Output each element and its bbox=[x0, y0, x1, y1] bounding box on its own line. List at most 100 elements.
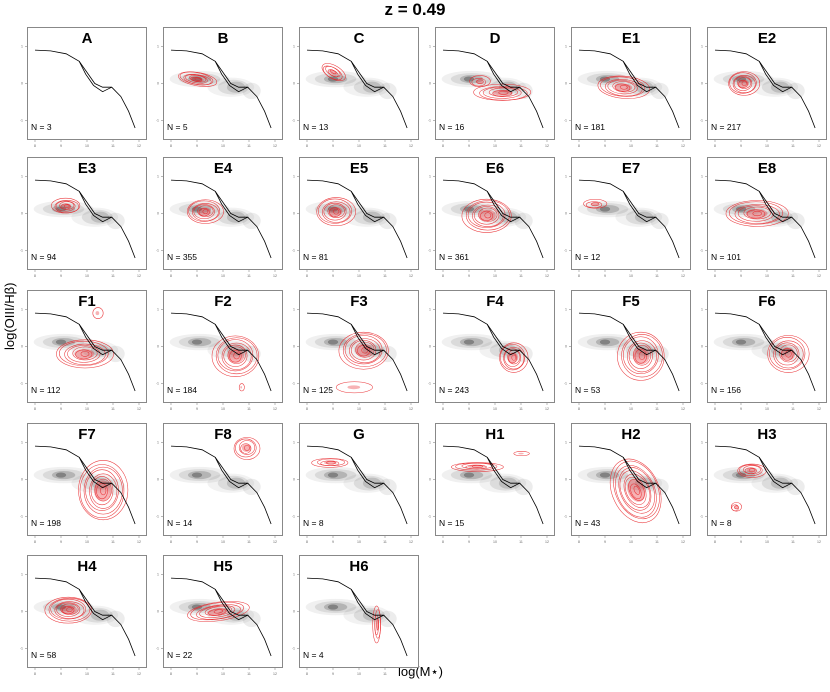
sample-density bbox=[305, 466, 366, 484]
panel-e1: 8 9 10 11 12 -1 0 1 E1 N = 181 bbox=[564, 27, 691, 148]
subset-contour bbox=[613, 460, 660, 520]
subset-contour bbox=[78, 460, 129, 521]
subset-contour bbox=[728, 201, 784, 225]
y-tick-label: 0 bbox=[565, 478, 567, 482]
y-tick-label: 1 bbox=[21, 440, 23, 444]
x-tick-label: 12 bbox=[681, 274, 685, 278]
y-tick-label: -1 bbox=[292, 647, 295, 651]
panel-count: N = 3 bbox=[31, 122, 52, 132]
subset-contour bbox=[235, 438, 257, 458]
panel-label: E6 bbox=[485, 160, 505, 177]
sample-density bbox=[751, 473, 799, 493]
y-tick-label: 0 bbox=[565, 345, 567, 349]
x-tick-label: 9 bbox=[468, 540, 470, 544]
subset-contour bbox=[204, 606, 232, 616]
subset-contour bbox=[311, 458, 349, 468]
subset-contour bbox=[240, 443, 252, 454]
sample-density bbox=[731, 337, 756, 347]
demarcation-curve-upper bbox=[170, 49, 272, 129]
panel-count: N = 22 bbox=[167, 650, 193, 660]
x-tick-label: 12 bbox=[273, 407, 277, 411]
subset-contour bbox=[609, 458, 662, 523]
demarcation-curve-upper bbox=[306, 445, 408, 525]
y-tick-label: 0 bbox=[293, 212, 295, 216]
y-tick-label: 1 bbox=[565, 44, 567, 48]
panel-count: N = 8 bbox=[711, 518, 732, 528]
sample-density bbox=[751, 77, 799, 97]
sample-density bbox=[713, 333, 774, 351]
subset-contour bbox=[233, 352, 240, 360]
sample-density bbox=[615, 473, 663, 493]
panel-e5: 8 9 10 11 12 -1 0 1 E5 N = 81 bbox=[292, 157, 419, 278]
panel-label: E5 bbox=[349, 160, 369, 177]
subset-contour bbox=[591, 202, 600, 207]
demarcation-curve-lower bbox=[486, 61, 520, 93]
subset-contour bbox=[775, 342, 800, 366]
sample-density bbox=[226, 211, 246, 223]
y-tick-label: 0 bbox=[293, 82, 295, 86]
x-tick-label: 11 bbox=[247, 540, 251, 544]
sample-density bbox=[353, 607, 385, 623]
sample-density bbox=[353, 475, 385, 491]
subset-contour bbox=[503, 346, 525, 370]
y-tick-label: -1 bbox=[292, 515, 295, 519]
sample-density bbox=[207, 340, 255, 360]
subset-contour bbox=[59, 201, 75, 210]
panel-plot: 8 9 10 11 12 -1 0 1 bbox=[292, 157, 419, 278]
subset-contour bbox=[80, 351, 90, 357]
y-tick-label: -1 bbox=[20, 119, 23, 123]
panel-count: N = 81 bbox=[303, 252, 329, 262]
subset-contour bbox=[748, 468, 756, 473]
demarcation-curve-lower bbox=[622, 61, 656, 93]
sample-density bbox=[314, 73, 357, 85]
subset-contour bbox=[604, 79, 643, 97]
panel-label: H2 bbox=[621, 426, 641, 443]
demarcation-curve-upper bbox=[578, 179, 680, 259]
x-tick-label: 8 bbox=[34, 407, 36, 411]
panel-d: 8 9 10 11 12 -1 0 1 D N = 16 bbox=[428, 27, 555, 148]
sample-density bbox=[42, 336, 85, 348]
subset-contour bbox=[318, 198, 352, 224]
subset-contour bbox=[188, 200, 221, 222]
sample-density bbox=[314, 469, 357, 481]
sample-density bbox=[761, 79, 793, 95]
panel-plot: 8 9 10 11 12 -1 0 1 bbox=[700, 290, 827, 411]
panel-count: N = 8 bbox=[303, 518, 324, 528]
subset-contour bbox=[211, 335, 260, 377]
x-tick-label: 10 bbox=[765, 274, 769, 278]
panel-frame bbox=[27, 555, 147, 668]
panel-label: E3 bbox=[77, 160, 97, 177]
panel-count: N = 14 bbox=[167, 518, 193, 528]
demarcation-curve-upper bbox=[442, 445, 544, 525]
y-tick-label: -1 bbox=[20, 249, 23, 253]
panel-plot: 8 9 10 11 12 -1 0 1 bbox=[564, 290, 691, 411]
subset-contour bbox=[500, 343, 526, 371]
subset-contour bbox=[737, 77, 752, 89]
panel-label: H6 bbox=[349, 558, 369, 575]
subset-contour bbox=[634, 349, 647, 364]
x-tick-label: 11 bbox=[519, 540, 523, 544]
x-tick-label: 8 bbox=[442, 540, 444, 544]
demarcation-curve-upper bbox=[170, 577, 272, 657]
subset-contour bbox=[455, 462, 498, 471]
panel-plot: 8 9 10 11 12 -1 0 1 bbox=[156, 423, 283, 544]
x-tick-label: 10 bbox=[493, 407, 497, 411]
x-tick-label: 9 bbox=[332, 540, 334, 544]
demarcation-curve-upper bbox=[306, 312, 408, 392]
demarcation-curve-upper bbox=[306, 179, 408, 259]
x-tick-label: 8 bbox=[170, 407, 172, 411]
sample-density bbox=[735, 339, 747, 345]
y-tick-label: 1 bbox=[293, 174, 295, 178]
subset-contour bbox=[178, 71, 218, 87]
panel-plot: 8 9 10 11 12 -1 0 1 bbox=[156, 290, 283, 411]
subset-contour bbox=[461, 198, 512, 233]
subset-contour bbox=[90, 476, 114, 506]
panel-plot: 8 9 10 11 12 -1 0 1 bbox=[428, 157, 555, 278]
y-tick-label: 1 bbox=[701, 44, 703, 48]
panel-label: A bbox=[81, 30, 93, 47]
y-tick-label: 1 bbox=[21, 307, 23, 311]
y-tick-label: 1 bbox=[157, 307, 159, 311]
subset-contour bbox=[329, 207, 341, 217]
subset-contour bbox=[227, 346, 246, 364]
x-tick-label: 12 bbox=[817, 540, 821, 544]
